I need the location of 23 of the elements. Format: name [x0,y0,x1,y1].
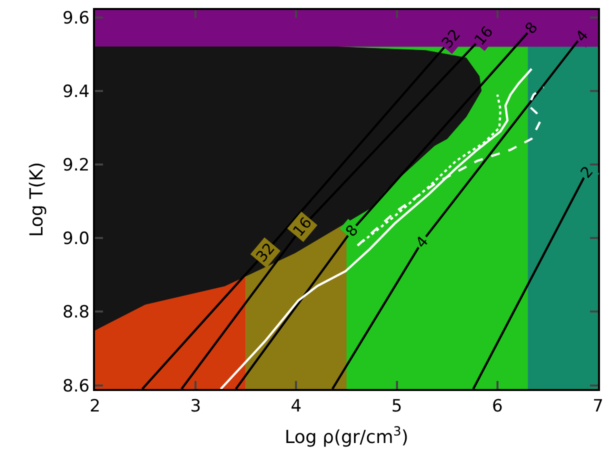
x-axis-title: Log ρ(gr/cm$^{3}$) [284,423,408,448]
y-tick-label: 9.0 [62,229,90,250]
y-tick-label: 9.4 [62,82,90,102]
x-tick-label: 6 [492,396,503,416]
annotation: 16 [289,214,316,240]
annotation: 4 [412,232,432,252]
annotation: 32 [438,26,464,52]
x-tick-label: 3 [190,396,202,416]
annotation: 8 [521,18,542,38]
x-tick-label: 4 [290,396,302,416]
annotation: 16 [470,22,497,49]
y-tick-label: 9.2 [62,155,90,176]
y-tick-label: 9.6 [62,8,90,28]
annotation: 4 [572,26,592,46]
annotation: 8 [342,221,362,240]
x-tick-label: 2 [90,396,100,416]
y-tick-label: 8.6 [62,376,90,396]
x-tick-label: 7 [592,396,604,416]
x-tick-label: 5 [391,396,402,416]
y-tick-label: 8.8 [62,302,90,323]
annotation: 2 [576,162,597,182]
y-axis-title: Log T(K) [26,162,48,237]
annotation: 32 [252,239,278,266]
